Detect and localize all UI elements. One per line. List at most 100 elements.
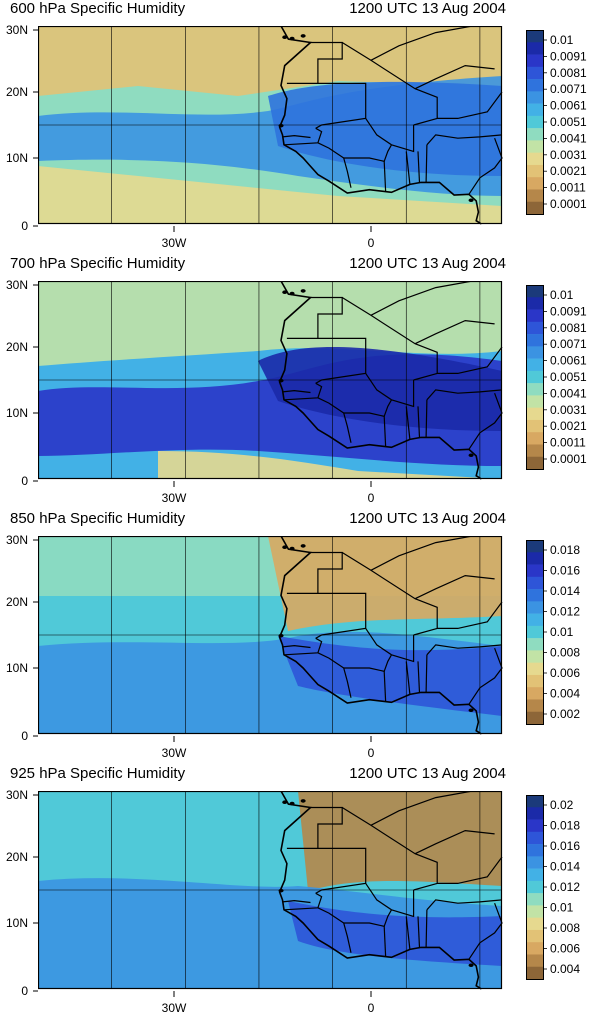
colorbar-swatch [526,395,544,408]
island [300,289,306,293]
colorbar-label: 0.012 [550,880,580,894]
country-border [437,856,503,884]
country-border [417,916,421,949]
colorbar-swatch [526,552,544,565]
lat-tick-label: 10N [6,916,28,930]
island [289,546,295,551]
map-frame [38,281,503,480]
panel-time: 1200 UTC 13 Aug 2004 [349,765,506,782]
country-border [282,899,311,904]
colorbar-swatch [526,601,544,614]
humidity-region [38,281,502,366]
lat-tick-label: 20N [6,850,28,864]
colorbar-swatch [526,662,544,676]
map-frame [38,26,503,225]
country-border [286,551,343,594]
colorbar-swatch [526,164,544,178]
colorbar-swatch [526,91,544,104]
colorbar-swatch [526,966,544,980]
lat-tick-label: 30N [6,533,28,547]
coastline [278,536,482,735]
island [468,963,474,968]
island [289,801,295,806]
lat-tick-label: 20N [6,595,28,609]
colorbar-label: 0.0001 [550,452,587,466]
colorbar-label: 0.0071 [550,82,587,96]
colorbar-swatch [526,321,544,335]
country-border [383,671,387,702]
colorbar-label: 0.02 [550,798,574,812]
colorbar-swatch [526,407,544,421]
island [282,800,288,805]
colorbar-swatch [526,868,544,882]
country-border [343,654,393,673]
colorbar-label: 0.0031 [550,148,587,162]
colorbar-swatch [526,383,544,396]
colorbar: 0.01 0.0091 0.0081 0.0071 0.0061 0.0051 0.0041… [526,30,587,215]
colorbar-swatch [526,444,544,458]
colorbar-swatch [526,79,544,92]
lon-tick-label: 0 [368,491,375,505]
colorbar-swatch [526,370,544,384]
country-border [341,296,438,381]
colorbar-swatch [526,880,544,894]
colorbar-swatch [526,115,544,129]
country-border [405,151,411,185]
colorbar-label: 0.0081 [550,66,587,80]
lon-tick-label: 0 [368,1001,375,1015]
country-border [286,41,343,84]
colorbar-frame [526,30,544,215]
colorbar-label: 0.0051 [550,115,587,129]
country-border [425,909,428,948]
humidity-region [298,791,502,891]
panel-time: 1200 UTC 13 Aug 2004 [349,255,506,272]
lon-tick-label: 30W [162,236,187,250]
colorbar-label: 0.006 [550,942,580,956]
colorbar-label: 0.01 [550,288,574,302]
country-border [414,319,495,345]
coastline [278,791,482,990]
colorbar-swatch [526,540,544,553]
colorbar-label: 0.008 [550,646,580,660]
colorbar-swatch [526,831,544,845]
country-border [282,644,311,649]
colorbar-swatch [526,650,544,663]
island [282,35,288,40]
country-border [341,41,438,126]
lat-tick-label: 0 [21,219,28,233]
colorbar-swatch [526,66,544,80]
colorbar-swatch [526,917,544,931]
island [300,799,306,803]
country-border [370,281,473,316]
island [300,34,306,38]
humidity-region [258,347,502,431]
lat-tick-label: 30N [6,788,28,802]
colorbar-label: 0.0001 [550,197,587,211]
country-border [417,151,421,184]
colorbar-label: 0.016 [550,839,580,853]
humidity-region [268,81,502,176]
humidity-panel-850: 850 hPa Specific Humidity 1200 UTC 13 Au… [0,510,600,765]
map-frame [38,791,503,990]
colorbar-swatch [526,140,544,153]
country-border [282,134,311,139]
colorbar-swatch [526,711,544,725]
colorbar-swatch [526,334,544,347]
colorbar: 0.02 0.018 0.016 0.014 0.012 0.01 0.008 0.006 0.… [526,795,580,980]
colorbar-label: 0.018 [550,543,580,557]
map-plot [38,536,503,735]
colorbar-swatch [526,807,544,820]
country-border [425,399,428,438]
humidity-panel-600: 600 hPa Specific Humidity 1200 UTC 13 Au… [0,0,600,255]
country-border [417,406,421,439]
lat-tick-label: 30N [6,278,28,292]
colorbar-label: 0.012 [550,605,580,619]
map-plot [38,26,503,225]
island [278,123,284,128]
lat-tick-label: 20N [6,85,28,99]
colorbar-swatch [526,201,544,215]
colorbar-swatch [526,152,544,166]
lat-tick-label: 10N [6,406,28,420]
map-frame [38,536,503,735]
country-border [437,601,503,629]
